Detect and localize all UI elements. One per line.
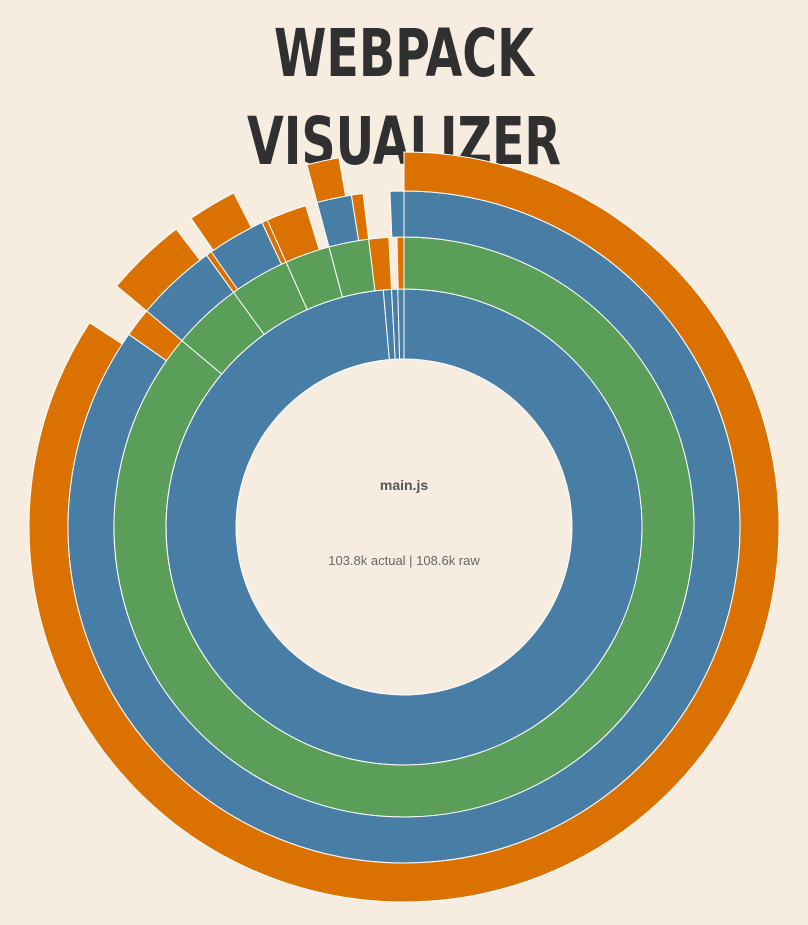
sunburst-arc-level1-0-0[interactable] [165, 288, 643, 766]
sunburst-arc-level4-5-2[interactable] [190, 192, 253, 252]
sunburst-arc-level4-5-1[interactable] [116, 228, 201, 312]
sunburst-arc-level3-4-4[interactable] [350, 192, 370, 242]
center-file-name: main.js [380, 477, 428, 493]
sunburst-arcs [28, 151, 780, 903]
sunburst-arc-level3-4-1[interactable] [205, 251, 239, 294]
sunburst-arc-level3-4-0[interactable] [128, 310, 183, 362]
page-title: WEBPACK VISUALIZER [246, 15, 562, 180]
sunburst-arc-level2-2-1[interactable] [396, 236, 405, 290]
sunburst-arc-level3-3-4[interactable] [389, 190, 405, 238]
sunburst-arc-level4-5-0[interactable] [28, 151, 780, 903]
sunburst-arc-level3-4-3[interactable] [266, 205, 320, 263]
center-file-size: 103.8k actual | 108.6k raw [328, 553, 480, 568]
sunburst-arc-level4-5-3[interactable] [306, 157, 347, 204]
sunburst-arc-level2-2-0[interactable] [368, 236, 393, 292]
